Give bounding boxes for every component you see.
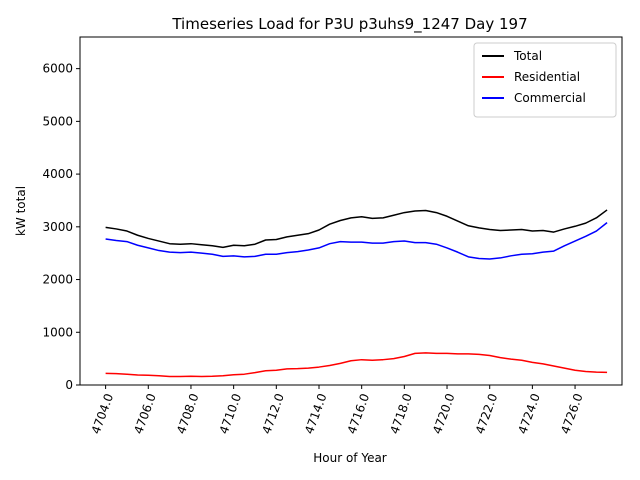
y-tick-label: 2000 (42, 273, 73, 287)
plot-area-frame (79, 36, 623, 386)
y-tick-label: 5000 (42, 114, 73, 128)
legend-label-residential: Residential (514, 70, 580, 84)
y-tick-label: 1000 (42, 325, 73, 339)
y-tick-label: 4000 (42, 167, 73, 181)
y-axis: 0 1000 2000 3000 4000 5000 6000 (42, 62, 80, 392)
legend-box (473, 42, 617, 118)
x-axis-label: Hour of Year (313, 451, 387, 465)
series-layer (105, 209, 608, 378)
y-axis-label: kW total (14, 186, 28, 236)
y-tick-label: 6000 (42, 62, 73, 76)
legend: Total Residential Commercial (473, 42, 617, 118)
series-line-commercial (105, 222, 608, 260)
legend-label-total: Total (513, 49, 542, 63)
series-line-total (105, 209, 608, 249)
chart-title: Timeseries Load for P3U p3uhs9_1247 Day … (171, 15, 527, 34)
y-tick-label: 3000 (42, 220, 73, 234)
legend-label-commercial: Commercial (514, 91, 586, 105)
series-line-residential (105, 352, 608, 378)
y-tick-label: 0 (65, 378, 73, 392)
